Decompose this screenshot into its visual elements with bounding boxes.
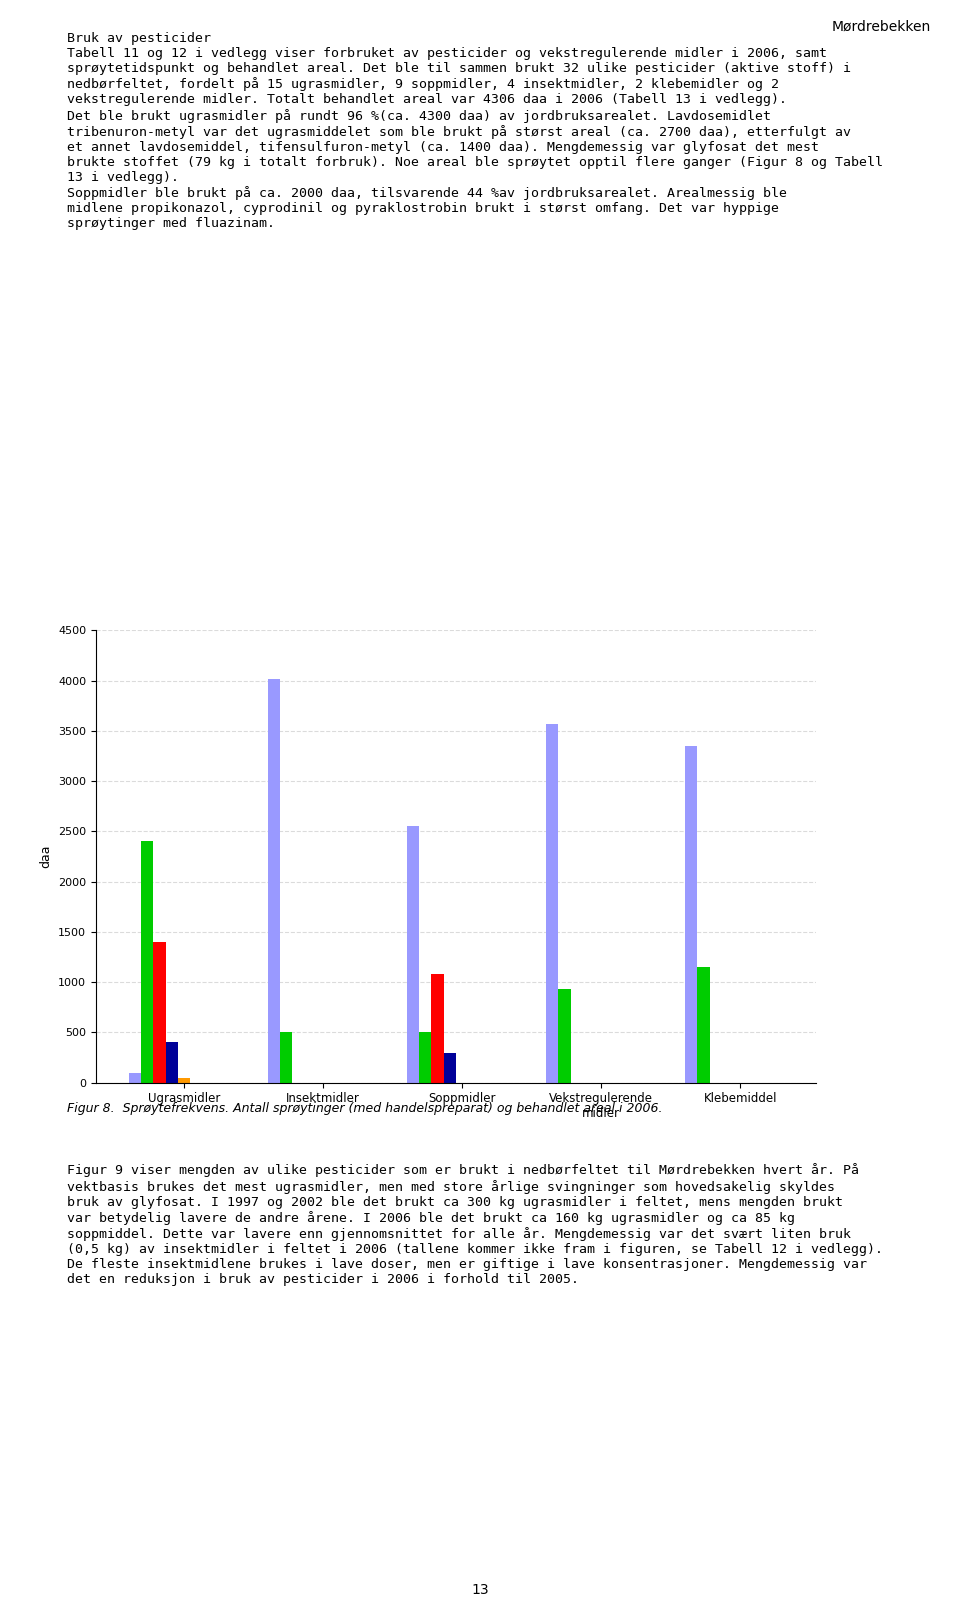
Bar [129,1073,141,1083]
Bar [268,679,280,1083]
Text: Figur 9 viser mengden av ulike pesticider som er brukt i nedbørfeltet til Mørdre: Figur 9 viser mengden av ulike pesticide… [67,1164,883,1286]
Text: Figur 8.  Sprøytefrekvens. Antall sprøytinger (med handelspreparat) og behandlet: Figur 8. Sprøytefrekvens. Antall sprøyti… [67,1102,662,1115]
Text: Bruk av pesticider
Tabell 11 og 12 i vedlegg viser forbruket av pesticider og ve: Bruk av pesticider Tabell 11 og 12 i ved… [67,32,883,229]
Bar [697,966,709,1083]
Bar [685,747,697,1083]
Bar [559,989,570,1083]
Bar [178,1078,190,1083]
Y-axis label: daa: daa [39,845,53,868]
Bar [444,1052,456,1083]
Bar [154,942,165,1083]
Text: 13: 13 [471,1582,489,1597]
Bar [165,1042,178,1083]
Bar [280,1033,293,1083]
Text: Mørdrebekken: Mørdrebekken [832,19,931,34]
Bar [420,1033,431,1083]
Bar [431,974,444,1083]
Bar [546,724,559,1083]
Bar [407,826,420,1083]
Bar [141,842,154,1083]
